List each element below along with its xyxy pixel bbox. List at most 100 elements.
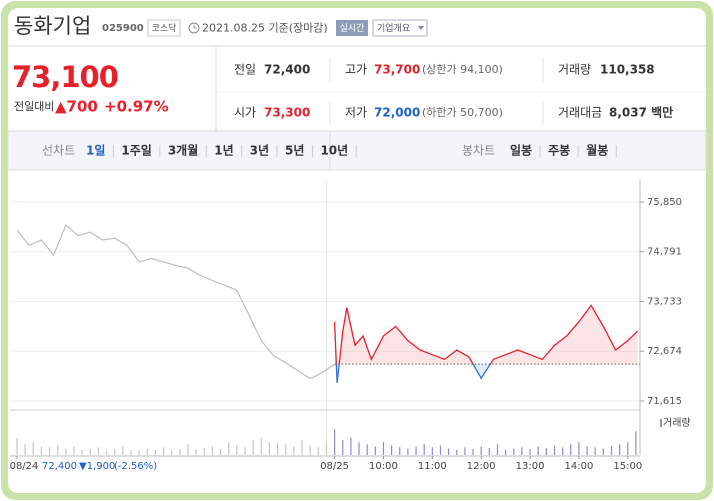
tab[interactable]: 5년 [285,144,304,158]
volume-bar [456,449,458,455]
volume-bar [219,448,222,455]
x-tick-label: 08/24 [10,461,39,472]
quote-limit: (상한가 94,100) [422,63,503,76]
market-badge [147,19,181,37]
y-tick-label: 74,791 [647,247,682,258]
volume-bar [391,445,393,455]
volume-bar [179,448,181,455]
y-tick-label: 71,615 [647,396,682,407]
quote-value: 73,300 [264,106,310,120]
volume-bar [268,442,271,455]
tab[interactable]: 1년 [214,144,233,158]
menu-dropdown[interactable] [372,19,428,37]
tab[interactable]: 1일 [86,144,105,158]
x-tick-label: 12:00 [467,461,496,472]
volume-legend: 거래량 [663,417,691,429]
volume-bar [342,439,344,455]
tab[interactable]: 월봉 [586,143,608,158]
volume-bar [252,439,254,455]
panel [8,8,706,493]
clock-hands [193,25,197,29]
volume-bar [277,442,279,455]
realtime-button[interactable] [336,20,368,36]
quote-label: 거래대금 [558,106,602,120]
volume-bar [594,447,596,455]
market-label: 코스닥 [152,23,177,34]
volume-bar [586,446,588,455]
volume-bar [627,442,629,455]
tab-bar [7,130,707,171]
change-rate: +0.97% [104,98,169,116]
volume-bar [374,446,376,455]
volume-bar [399,447,401,455]
volume-bar [65,448,67,455]
volume-bar [244,447,246,455]
volume-bar [105,450,108,455]
volume-bar [553,445,556,455]
volume-bar [521,447,523,455]
tab[interactable]: 일봉 [510,144,532,158]
tab-group-label: 선차트 [42,144,75,158]
volume-bar [448,448,450,455]
volume-bar [610,446,613,455]
volume-bar [309,445,311,455]
tab[interactable]: 주봉 [548,144,570,158]
volume-bar [439,445,442,455]
volume-bar [513,448,515,455]
volume-legend-swatch [660,419,662,427]
volume-bar [138,450,140,455]
footer-price: 72,400 [42,461,77,472]
volume-bar [334,429,336,455]
quote-value: 73,700 [374,63,420,77]
quote-label: 거래량 [558,63,591,77]
volume-bar [97,447,100,455]
x-tick-label: 13:00 [516,461,545,472]
volume-bar [431,447,433,455]
menu-label[interactable]: 기업개요 [377,23,410,34]
volume-bar [228,442,230,455]
clock-icon [188,22,200,34]
volume-bar [578,442,580,455]
price-line [333,304,639,383]
y-tick-label: 72,674 [647,346,682,357]
volume-bar [472,448,474,455]
volume-bar [154,449,157,455]
quote-label: 시가 [234,106,256,120]
volume-bar [382,442,385,455]
volume-bar [293,446,295,455]
volume-bar [171,450,173,455]
quote-value: 72,000 [374,106,420,120]
volume-bar [423,444,425,455]
quote-label: 저가 [345,106,367,120]
volume-bar [122,446,124,455]
volume-bar [24,444,26,455]
realtime-label[interactable]: 실시간 [340,23,365,34]
volume-bar [32,442,34,455]
volume-bar [325,442,328,455]
volume-bar [114,448,116,455]
x-tick-label: 08/25 [320,461,349,472]
footer-change: ▼1,900 [79,461,115,472]
volume-bar [350,437,352,455]
quote-limit: (하한가 50,700) [422,105,503,119]
volume-bar [130,449,132,455]
y-tick-label: 75,850 [647,197,682,208]
date: 2021.08.25 기준(장마감) [202,22,328,35]
tab[interactable]: 1주일 [121,144,151,158]
price-line [16,224,335,380]
volume-bar [545,448,547,455]
volume-bar [358,442,360,455]
tab[interactable]: 3개월 [168,143,198,158]
quote-label: 고가 [345,63,367,77]
volume-bar [81,449,83,455]
volume-bar [562,447,564,455]
tab[interactable]: 10년 [320,144,348,158]
quote-value: 110,358 [600,63,655,77]
x-tick-label: 11:00 [418,461,447,472]
volume-bar [537,446,539,455]
x-tick-label: 15:00 [613,461,642,472]
volume-bar [236,445,238,455]
tab[interactable]: 3년 [250,144,269,158]
volume-bar [488,448,490,455]
